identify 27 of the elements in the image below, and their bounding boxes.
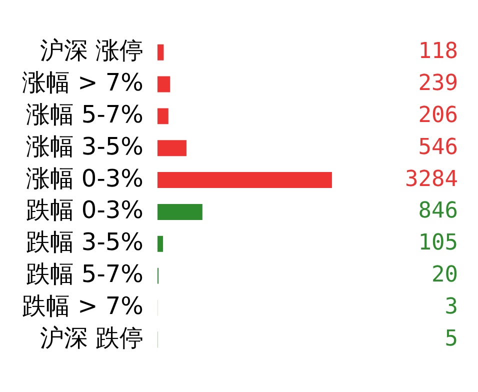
bar: [157, 108, 168, 124]
y-tick-label: 涨幅 0-3%: [26, 164, 144, 192]
y-tick-label: 沪深 涨停: [40, 36, 144, 65]
data-label: 3284: [405, 166, 458, 192]
bar: [157, 172, 332, 188]
y-tick-label: 跌幅 5-7%: [26, 260, 144, 288]
data-label: 20: [432, 262, 458, 288]
data-label: 5: [444, 326, 458, 352]
bar: [157, 44, 164, 60]
data-label: 206: [418, 102, 458, 128]
data-label: 239: [418, 71, 458, 96]
bar: [157, 140, 186, 156]
y-tick-label: 涨幅 3-5%: [26, 132, 144, 160]
bar: [157, 204, 202, 220]
data-label: 3: [444, 294, 458, 320]
y-tick-label: 涨幅 > 7%: [22, 68, 144, 97]
y-tick-label: 跌幅 > 7%: [22, 292, 144, 320]
y-tick-label: 沪深 跌停: [40, 324, 144, 352]
bar: [157, 76, 170, 92]
y-tick-label: 跌幅 0-3%: [26, 196, 144, 224]
data-label: 118: [418, 39, 458, 64]
bar: [157, 236, 164, 252]
y-tick-label: 涨幅 5-7%: [26, 100, 144, 128]
data-label: 546: [418, 134, 458, 160]
data-label: 105: [418, 230, 458, 256]
y-tick-label: 跌幅 3-5%: [26, 228, 144, 256]
data-label: 846: [418, 198, 458, 224]
